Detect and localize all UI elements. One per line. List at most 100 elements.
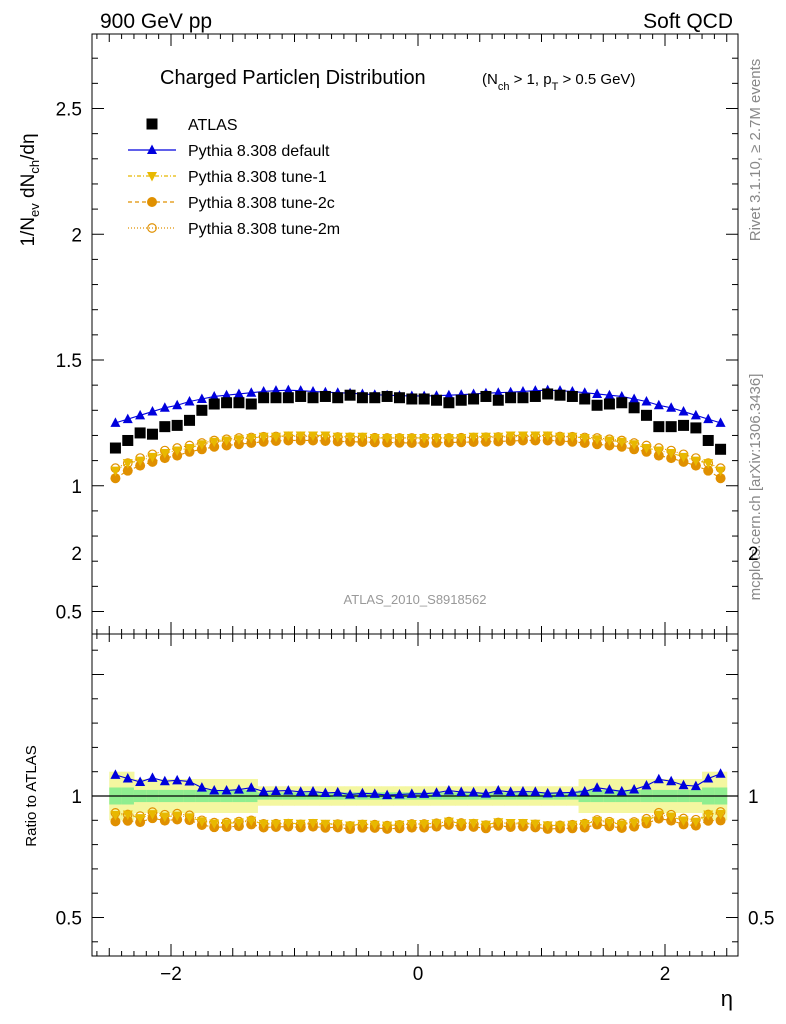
ratio-panel-frame [91,633,739,957]
point-pythia-8-308-tune-1 [431,433,442,444]
y-tick-label: 2.5 [56,100,82,121]
ratio-point-pythia-8-308-tune-1 [332,819,343,830]
point-pythia-8-308-tune-1 [369,433,380,444]
point-pythia-8-308-tune-1 [505,431,516,441]
point-pythia-8-308-default [690,409,701,420]
point-pythia-8-308-tune-2c [110,473,121,484]
ratio-point-pythia-8-308-default [703,772,714,783]
point-pythia-8-308-tune-1 [159,449,170,459]
y-tick-label: 1.5 [56,351,82,372]
mcplots-label: mcplots.cern.ch [arXiv:1306.3436] [747,374,764,601]
point-atlas [554,389,566,401]
point-atlas [122,434,134,446]
ratio-point-pythia-8-308-default [345,789,356,799]
ratio-point-pythia-8-308-tune-1 [715,810,726,820]
point-atlas [196,404,208,416]
ratio-point-pythia-8-308-tune-1 [320,819,331,830]
ratio-point-pythia-8-308-tune-1 [135,814,146,824]
point-pythia-8-308-tune-1 [357,432,368,443]
ratio-point-pythia-8-308-default [233,784,244,794]
point-atlas [566,390,578,402]
ratio-point-pythia-8-308-tune-1 [345,821,356,831]
point-pythia-8-308-tune-1 [666,449,677,459]
point-atlas [258,392,270,404]
ratio-point-pythia-8-308-default [678,779,689,790]
ratio-point-pythia-8-308-tune-1 [690,817,701,828]
ratio-point-pythia-8-308-tune-1 [592,816,603,827]
ratio-point-pythia-8-308-tune-1 [406,820,417,830]
point-atlas [221,397,233,409]
ratio-point-pythia-8-308-tune-1 [394,820,405,831]
point-pythia-8-308-tune-1 [270,432,281,443]
point-pythia-8-308-default [233,388,244,398]
point-pythia-8-308-tune-1 [703,459,714,469]
x-tick-label: −2 [160,964,182,985]
point-atlas [665,421,677,433]
ratio-y-tick-label-right: 2 [748,544,759,565]
point-pythia-8-308-tune-1 [567,432,578,443]
legend-label-pythia-8-308-tune-1: Pythia 8.308 tune-1 [188,169,327,186]
point-pythia-8-308-tune-1 [406,433,417,444]
point-pythia-8-308-tune-1 [468,432,479,443]
ratio-point-pythia-8-308-tune-1 [579,820,590,830]
ratio-point-pythia-8-308-tune-1 [147,810,158,820]
y-tick-label: 0.5 [56,603,82,624]
point-atlas [307,392,319,404]
point-atlas [702,434,714,446]
point-pythia-8-308-tune-1 [110,466,121,477]
point-pythia-8-308-tune-2c [505,435,516,446]
ratio-point-pythia-8-308-tune-1 [258,819,269,830]
point-pythia-8-308-tune-2c [703,465,714,476]
point-pythia-8-308-tune-1 [678,452,689,463]
ratio-point-pythia-8-308-tune-1 [678,816,689,826]
point-pythia-8-308-tune-1 [147,452,158,463]
point-pythia-8-308-default [443,389,454,400]
ratio-point-pythia-8-308-tune-1 [530,819,541,830]
ratio-point-pythia-8-308-default [332,786,343,797]
point-atlas [443,397,455,409]
ratio-y-tick-label: 0.5 [56,909,82,930]
point-pythia-8-308-tune-1 [295,431,306,441]
ratio-point-pythia-8-308-default [283,785,294,795]
point-atlas [468,393,480,405]
ratio-point-pythia-8-308-tune-1 [283,819,294,829]
ratio-y-tick-label-right: 1 [748,787,759,808]
ratio-point-pythia-8-308-default [443,785,454,795]
point-pythia-8-308-default [629,393,640,403]
ratio-y-tick-label-right: 0.5 [748,909,774,930]
ratio-point-pythia-8-308-tune-1 [122,810,133,821]
ratio-point-pythia-8-308-default [295,786,306,796]
point-atlas [245,398,257,410]
ratio-point-pythia-8-308-tune-1 [555,821,566,831]
point-pythia-8-308-tune-1 [641,444,652,454]
ratio-point-pythia-8-308-default [567,786,578,797]
ratio-point-pythia-8-308-tune-1 [308,819,319,829]
y-axis-label: 1/Nev dNch/dη [18,133,42,246]
ratio-point-pythia-8-308-default [270,785,281,795]
point-atlas [678,419,690,431]
ratio-point-pythia-8-308-tune-1 [629,818,640,829]
legend-label-atlas: ATLAS [188,117,238,134]
ratio-point-pythia-8-308-default [246,782,257,792]
ratio-point-pythia-8-308-tune-1 [110,811,121,821]
ratio-y-tick-label: 2 [71,544,82,565]
ratio-point-pythia-8-308-default [604,784,615,794]
point-pythia-8-308-tune-1 [419,433,430,444]
point-atlas [270,392,282,404]
ratio-point-pythia-8-308-default [505,786,516,797]
ratio-point-pythia-8-308-tune-2c [122,815,133,826]
point-atlas [690,422,702,434]
point-pythia-8-308-default [715,417,726,427]
ratio-point-pythia-8-308-default [715,768,726,778]
ratio-point-pythia-8-308-default [641,780,652,790]
point-pythia-8-308-default [147,406,158,416]
ratio-point-pythia-8-308-default [419,788,430,798]
legend-marker-pythia-8-308-tune-1 [147,172,157,182]
ratio-point-pythia-8-308-default [493,785,504,795]
ratio-point-pythia-8-308-default [394,789,405,799]
point-atlas [715,443,727,455]
point-pythia-8-308-default [135,409,146,420]
ratio-point-pythia-8-308-default [592,782,603,792]
ratio-point-pythia-8-308-default [258,786,269,796]
ratio-point-pythia-8-308-tune-1 [221,819,232,829]
